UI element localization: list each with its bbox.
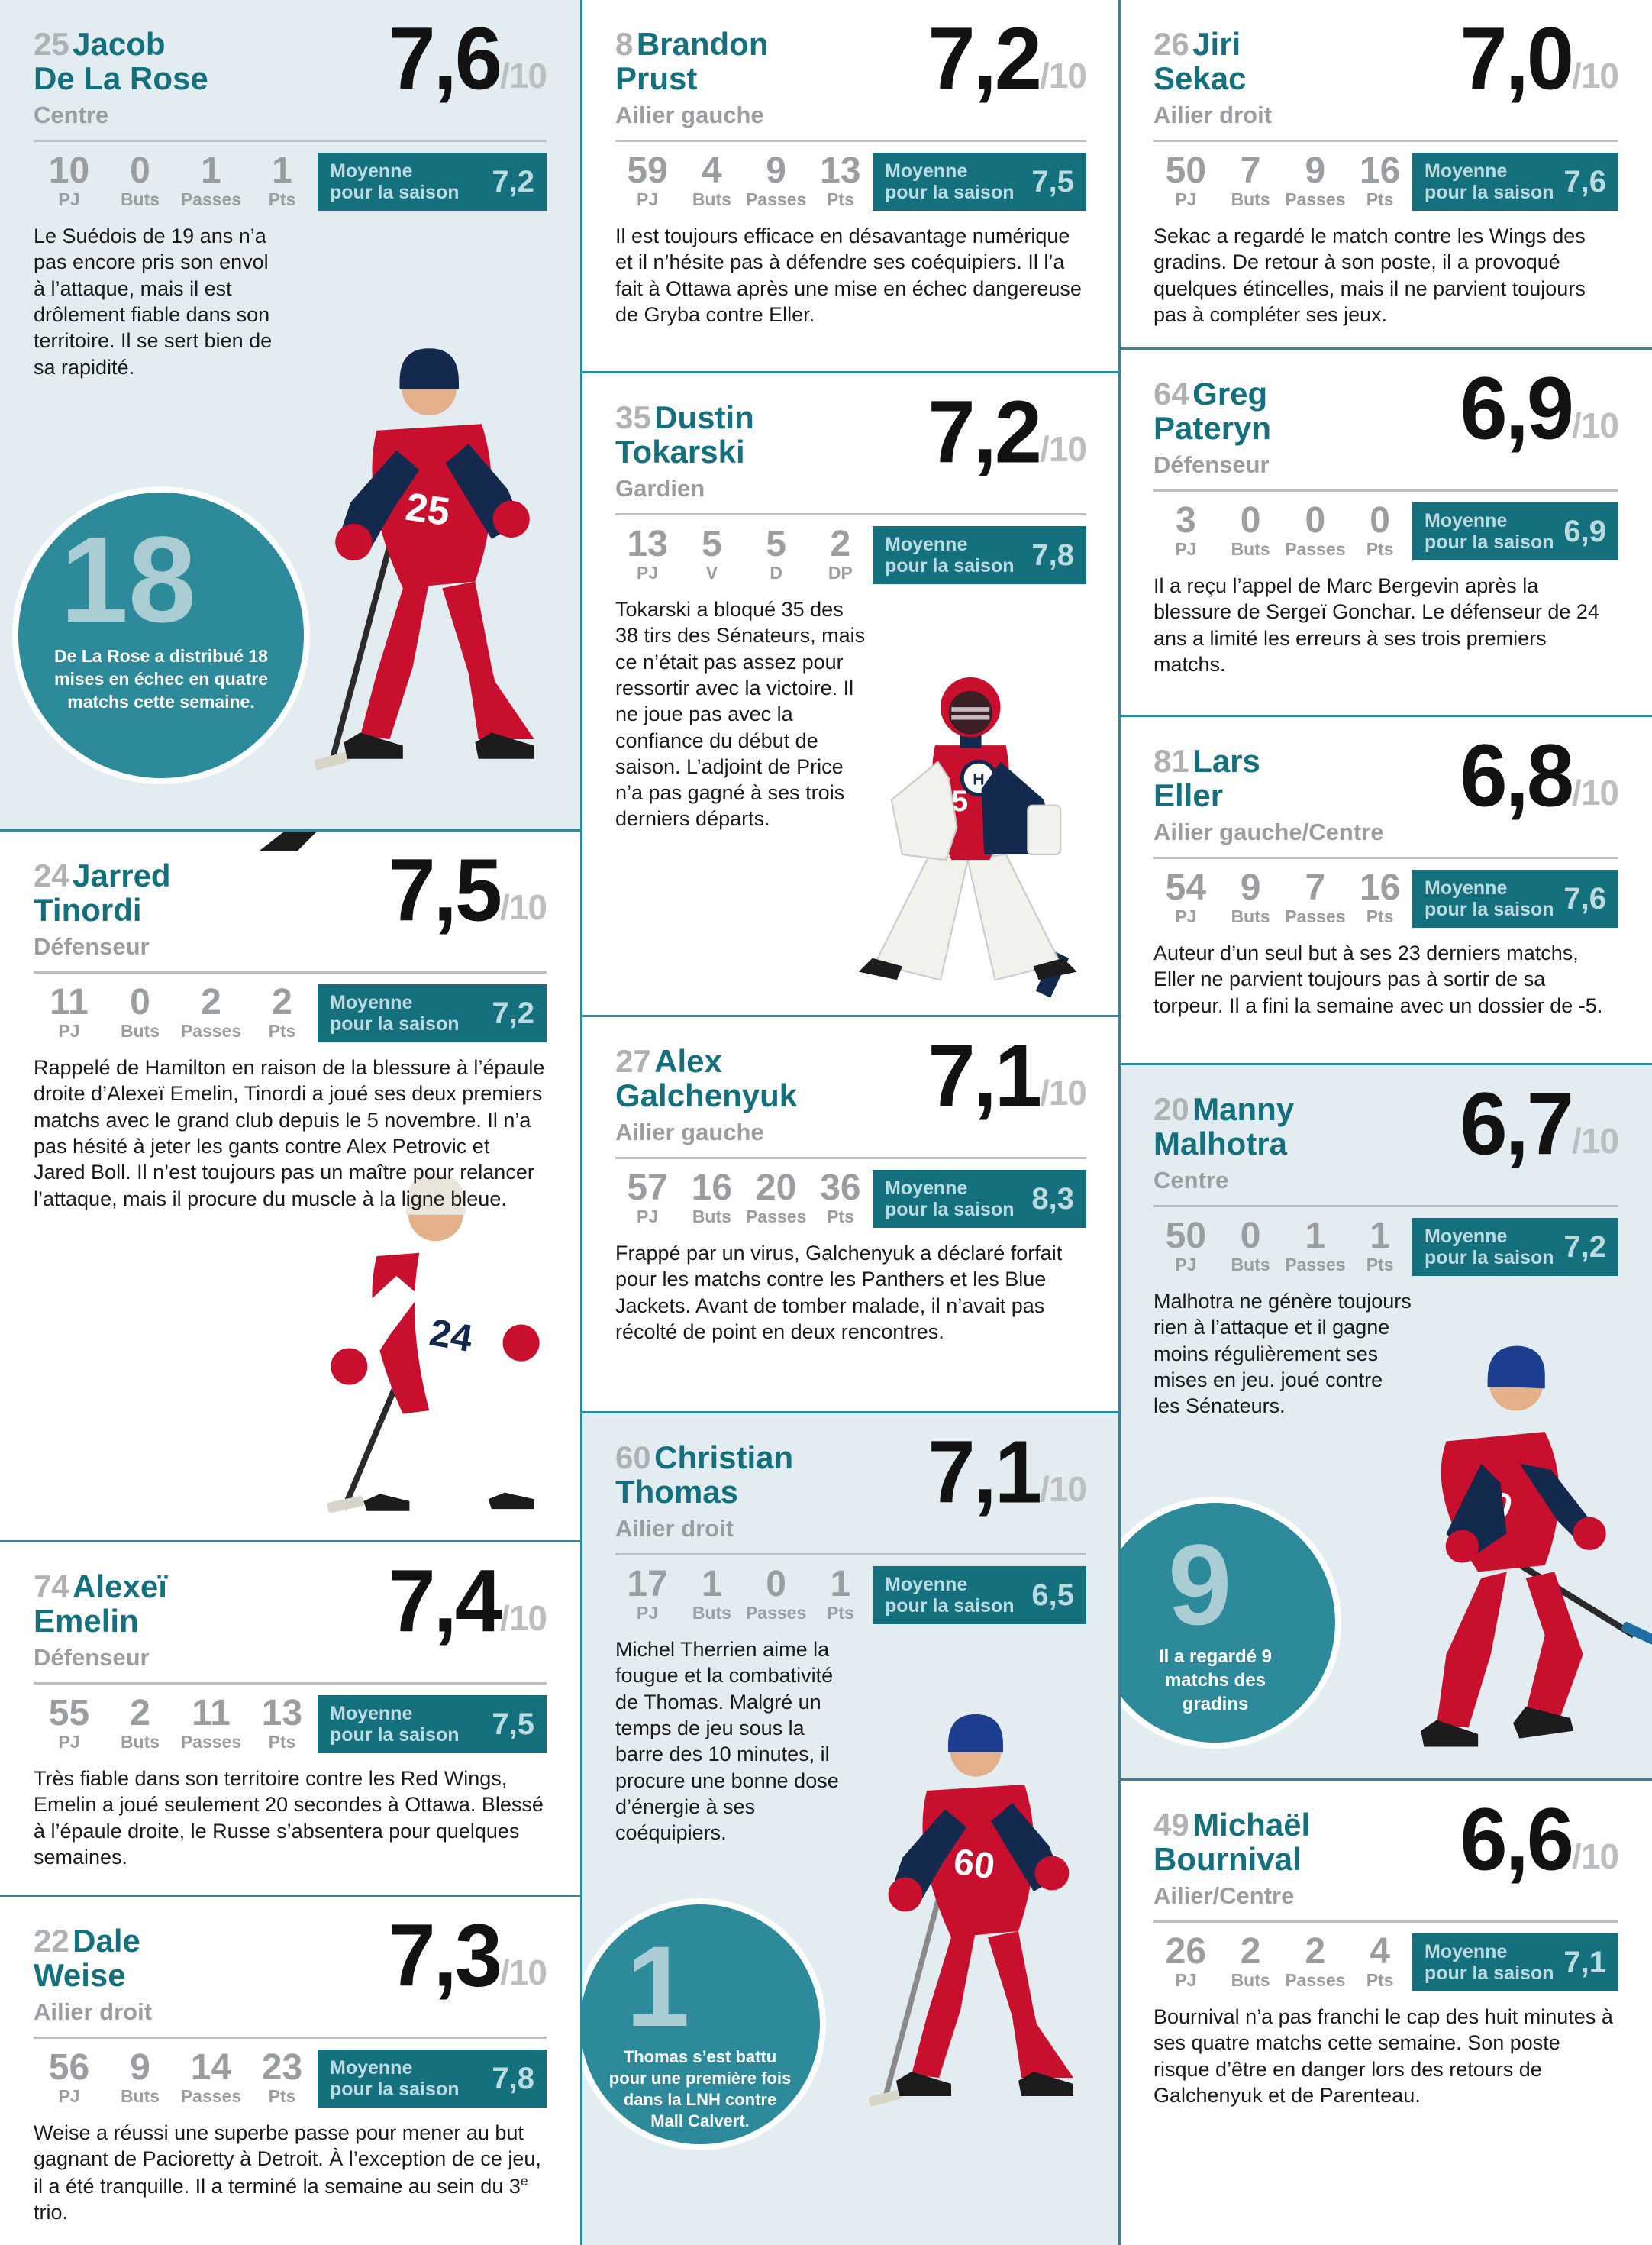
svg-text:24: 24 xyxy=(427,1310,476,1360)
svg-text:60: 60 xyxy=(951,1842,997,1888)
svg-text:H: H xyxy=(973,770,984,789)
svg-text:25: 25 xyxy=(403,484,453,534)
